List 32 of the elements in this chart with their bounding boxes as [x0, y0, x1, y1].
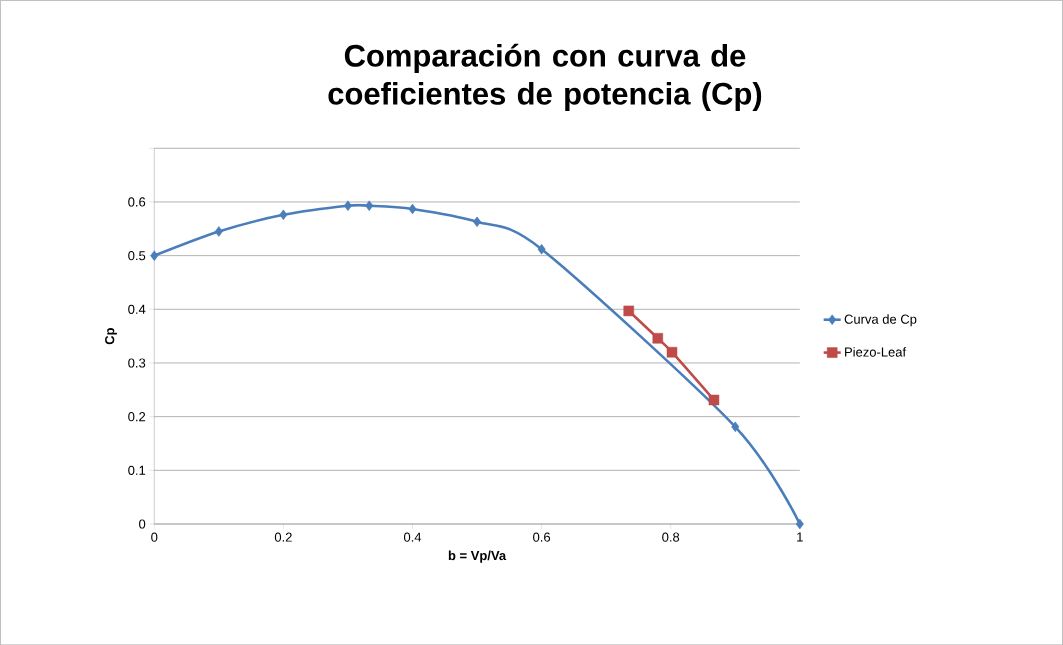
y-tick-label: 0.5 [128, 250, 146, 261]
legend-label: Piezo-Leaf [845, 346, 907, 357]
x-tick-label: 0 [151, 532, 158, 542]
y-tick-label: 0.6 [128, 197, 146, 207]
y-axis-title: Cp [105, 327, 117, 345]
y-tick-label: 0 [139, 519, 146, 529]
point [279, 209, 288, 220]
point [537, 243, 546, 255]
point [652, 332, 664, 344]
x-axis-title: b = Vp/Va [448, 550, 507, 563]
x-tick-label: 1 [797, 532, 803, 542]
point [214, 226, 223, 237]
point [623, 305, 634, 317]
point [473, 216, 482, 227]
point [150, 250, 159, 261]
chart-title: Comparación con curva de coeficientes de potencia (Cp) [328, 43, 762, 111]
legend-label: Curva de Cp [844, 314, 917, 327]
point [795, 518, 804, 530]
point [343, 200, 352, 211]
point [731, 421, 740, 432]
y-tick-label: 0.2 [128, 411, 146, 422]
x-tick-label: 0.8 [662, 532, 680, 542]
point [666, 346, 678, 358]
x-tick-label: 0.6 [533, 532, 551, 542]
x-tick-label: 0.2 [274, 532, 292, 542]
x-tick-label: 0.4 [403, 532, 422, 542]
y-tick-label: 0.3 [128, 358, 146, 368]
point [708, 394, 720, 406]
y-tick-label: 0.4 [128, 304, 146, 314]
point [408, 203, 417, 215]
y-tick-label: 0.1 [128, 465, 146, 475]
point [365, 200, 374, 211]
